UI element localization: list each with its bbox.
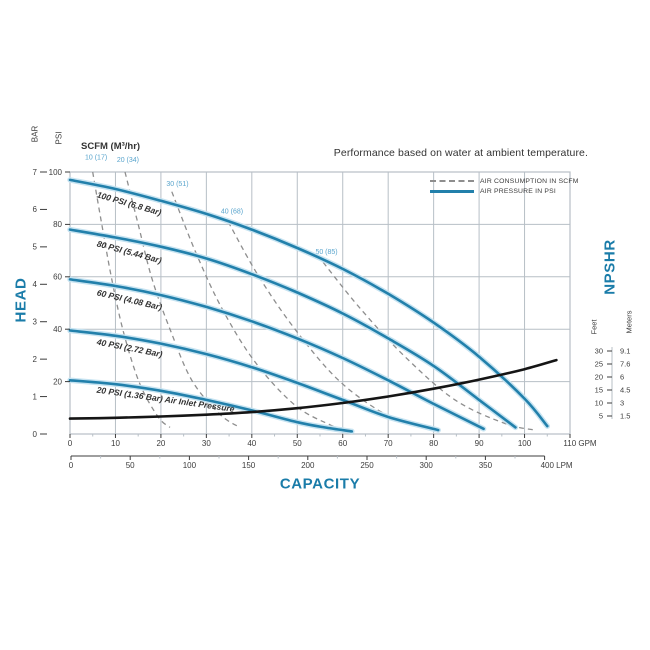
meters-scale-title: Meters: [624, 310, 634, 334]
air-consumption-curve: [322, 261, 536, 431]
bar-tick-label: 0: [33, 430, 38, 439]
npshr-curve: [68, 358, 558, 420]
gpm-tick-label: 10: [111, 439, 120, 448]
air-consumption-label: 40 (68): [221, 208, 243, 215]
solid-line-sample-icon: [430, 189, 474, 193]
bar-tick-label: 6: [33, 205, 38, 214]
bar-tick-label: 1: [33, 392, 38, 401]
air-pressure-curve: [68, 329, 440, 432]
lpm-tick-label: 100: [183, 461, 197, 470]
bar-tick-label: 5: [33, 243, 38, 252]
psi-tick-label: 20: [53, 377, 62, 386]
psi-tick-label: 80: [53, 220, 62, 229]
head-axis-title: HEAD: [12, 277, 30, 323]
gpm-tick-label: 20: [156, 439, 165, 448]
npshr-feet-label: 30: [595, 347, 603, 356]
legend: AIR CONSUMPTION IN SCFM AIR PRESSURE IN …: [430, 176, 579, 196]
npshr-meters-label: 4.5: [620, 386, 630, 395]
lpm-tick-label: 0: [69, 461, 74, 470]
psi-tick-label: 60: [53, 273, 62, 282]
gpm-tick-label: 80: [429, 439, 438, 448]
air-consumption-label: 50 (85): [315, 249, 337, 256]
bar-tick-label: 3: [33, 318, 38, 327]
lpm-tick-label: 250: [360, 461, 374, 470]
psi-scale-title: PSI: [54, 131, 64, 145]
npshr-feet-label: 5: [599, 412, 603, 421]
gpm-tick-label: 110 GPM: [563, 439, 597, 448]
capacity-axis-title: CAPACITY: [279, 475, 361, 493]
npshr-feet-label: 10: [595, 399, 603, 408]
npshr-feet-label: 15: [595, 386, 603, 395]
gpm-tick-label: 70: [384, 439, 393, 448]
legend-label-air-pressure: AIR PRESSURE IN PSI: [480, 187, 556, 195]
air-consumption-label: 20 (34): [117, 157, 139, 164]
npshr-meters-label: 1.5: [620, 412, 630, 421]
gpm-tick-label: 0: [68, 439, 73, 448]
bar-tick-label: 7: [33, 168, 38, 177]
npshr-feet-label: 20: [595, 373, 603, 382]
gpm-tick-label: 50: [293, 439, 302, 448]
npshr-meters-label: 3: [620, 399, 624, 408]
npshr-meters-label: 7.6: [620, 360, 630, 369]
lpm-tick-label: 350: [479, 461, 493, 470]
npshr-meters-label: 6: [620, 373, 624, 382]
legend-item-air-pressure: AIR PRESSURE IN PSI: [430, 186, 579, 196]
feet-scale-title: Feet: [589, 319, 599, 335]
air-consumption-label: 30 (51): [166, 181, 188, 188]
air-pressure-curve: [68, 178, 549, 428]
lpm-tick-label: 300: [420, 461, 434, 470]
bar-tick-label: 2: [33, 355, 38, 364]
gpm-tick-label: 100: [518, 439, 532, 448]
lpm-tick-label: 50: [126, 461, 135, 470]
gpm-tick-label: 90: [475, 439, 484, 448]
lpm-tick-label: 400 LPM: [541, 461, 573, 470]
lpm-tick-label: 150: [242, 461, 256, 470]
legend-item-air-consumption: AIR CONSUMPTION IN SCFM: [430, 176, 579, 186]
air-consumption-label: 10 (17): [85, 155, 107, 162]
bar-tick-label: 4: [33, 280, 38, 289]
npshr-meters-label: 9.1: [620, 347, 630, 356]
npshr-axis-title: NPSHR: [601, 239, 619, 295]
air-pressure-curve: [68, 379, 354, 433]
gpm-tick-label: 40: [247, 439, 256, 448]
air-consumption-curve: [171, 191, 346, 431]
air-consumption-curve: [227, 221, 426, 429]
npshr-feet-label: 25: [595, 360, 603, 369]
psi-tick-label: 100: [49, 168, 63, 177]
bar-scale-title: BAR: [30, 125, 40, 143]
dashed-line-sample-icon: [430, 180, 474, 182]
lpm-tick-label: 200: [301, 461, 315, 470]
psi-tick-label: 40: [53, 325, 62, 334]
gpm-tick-label: 30: [202, 439, 211, 448]
air-pressure-curve: [68, 228, 517, 429]
legend-label-air-consumption: AIR CONSUMPTION IN SCFM: [480, 177, 579, 185]
chart-title: Performance based on water at ambient te…: [333, 147, 588, 159]
scfm-header: SCFM (M³/hr): [81, 141, 141, 152]
gpm-tick-label: 60: [338, 439, 347, 448]
